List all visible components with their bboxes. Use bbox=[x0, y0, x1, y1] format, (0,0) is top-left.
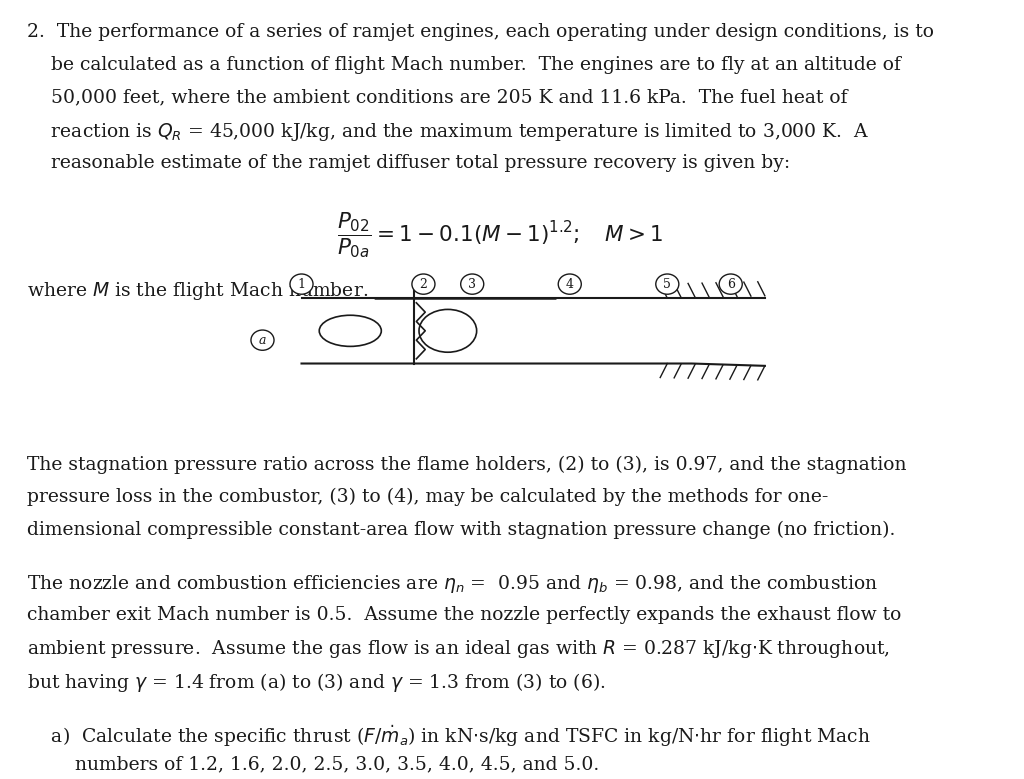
Text: reaction is $Q_R$ = 45,000 kJ/kg, and the maximum temperature is limited to 3,00: reaction is $Q_R$ = 45,000 kJ/kg, and th… bbox=[27, 122, 869, 143]
Text: numbers of 1.2, 1.6, 2.0, 2.5, 3.0, 3.5, 4.0, 4.5, and 5.0.: numbers of 1.2, 1.6, 2.0, 2.5, 3.0, 3.5,… bbox=[27, 756, 599, 774]
Text: 2.  The performance of a series of ramjet engines, each operating under design c: 2. The performance of a series of ramjet… bbox=[27, 23, 934, 41]
Text: The nozzle and combustion efficiencies are $\eta_n$ =  0.95 and $\eta_b$ = 0.98,: The nozzle and combustion efficiencies a… bbox=[27, 573, 878, 595]
Text: 4: 4 bbox=[566, 277, 573, 291]
Text: pressure loss in the combustor, (3) to (4), may be calculated by the methods for: pressure loss in the combustor, (3) to (… bbox=[27, 488, 828, 506]
Text: 6: 6 bbox=[727, 277, 734, 291]
Text: 1: 1 bbox=[298, 277, 305, 291]
Text: but having $\gamma$ = 1.4 from (a) to (3) and $\gamma$ = 1.3 from (3) to (6).: but having $\gamma$ = 1.4 from (a) to (3… bbox=[27, 671, 605, 694]
Circle shape bbox=[719, 274, 742, 294]
Text: where $M$ is the flight Mach number.: where $M$ is the flight Mach number. bbox=[27, 280, 368, 302]
Circle shape bbox=[461, 274, 483, 294]
Circle shape bbox=[251, 330, 274, 351]
Text: 2: 2 bbox=[420, 277, 427, 291]
Text: reasonable estimate of the ramjet diffuser total pressure recovery is given by:: reasonable estimate of the ramjet diffus… bbox=[27, 154, 790, 172]
Text: 50,000 feet, where the ambient conditions are 205 K and 11.6 kPa.  The fuel heat: 50,000 feet, where the ambient condition… bbox=[27, 89, 847, 107]
Text: a: a bbox=[259, 333, 266, 347]
Text: $\dfrac{P_{02}}{P_{0a}} = 1 - 0.1(M - 1)^{1.2};\quad M > 1$: $\dfrac{P_{02}}{P_{0a}} = 1 - 0.1(M - 1)… bbox=[337, 210, 664, 260]
Ellipse shape bbox=[319, 315, 381, 347]
Text: ambient pressure.  Assume the gas flow is an ideal gas with $R$ = 0.287 kJ/kg$\c: ambient pressure. Assume the gas flow is… bbox=[27, 638, 890, 661]
Text: The stagnation pressure ratio across the flame holders, (2) to (3), is 0.97, and: The stagnation pressure ratio across the… bbox=[27, 456, 906, 474]
Circle shape bbox=[558, 274, 582, 294]
Circle shape bbox=[290, 274, 313, 294]
Text: chamber exit Mach number is 0.5.  Assume the nozzle perfectly expands the exhaus: chamber exit Mach number is 0.5. Assume … bbox=[27, 605, 901, 624]
Text: dimensional compressible constant-area flow with stagnation pressure change (no : dimensional compressible constant-area f… bbox=[27, 520, 895, 539]
Text: 3: 3 bbox=[468, 277, 476, 291]
Text: 5: 5 bbox=[664, 277, 672, 291]
Circle shape bbox=[655, 274, 679, 294]
Circle shape bbox=[412, 274, 435, 294]
Ellipse shape bbox=[419, 309, 476, 352]
Text: a)  Calculate the specific thrust ($F/\dot{m}_a$) in kN$\cdot$s/kg and TSFC in k: a) Calculate the specific thrust ($F/\do… bbox=[27, 723, 870, 749]
Text: be calculated as a function of flight Mach number.  The engines are to fly at an: be calculated as a function of flight Ma… bbox=[27, 56, 900, 74]
